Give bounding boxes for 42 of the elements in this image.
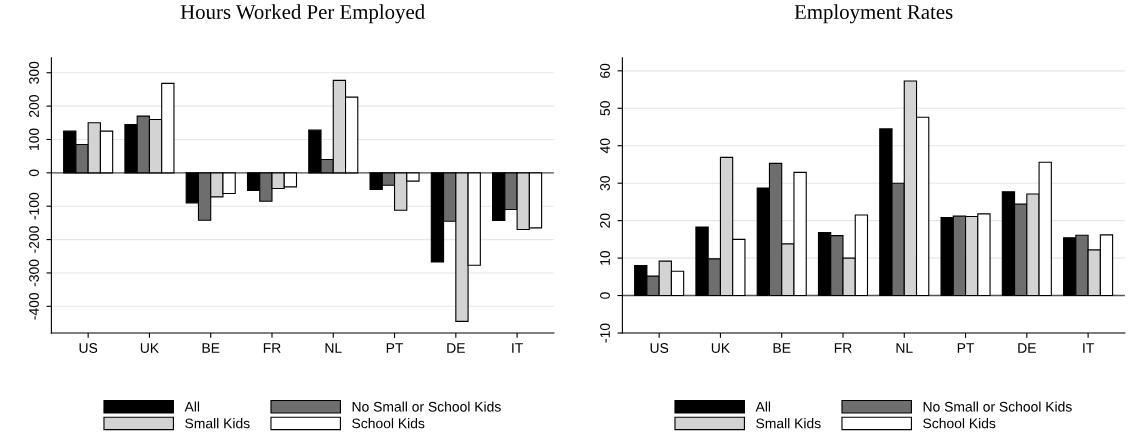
y-tick-label: 100	[29, 128, 39, 150]
x-tick-label: US	[79, 343, 98, 353]
y-tick-label: -100	[29, 192, 39, 220]
y-tick-label: 300	[29, 61, 39, 84]
y-tick-label: -300	[29, 259, 39, 287]
legend-label: All	[184, 401, 200, 412]
x-tick-label: UK	[711, 343, 730, 353]
y-tick-label: 0	[29, 169, 39, 177]
y-tick-label: -200	[29, 226, 39, 253]
x-tick-label: FR	[834, 343, 852, 353]
x-tick-label: US	[650, 343, 669, 353]
chart-title: Hours Worked Per Employed	[180, 4, 425, 24]
legend-label: No Small or School Kids	[352, 401, 501, 412]
legend-label: School Kids	[923, 418, 996, 429]
chart-title: Employment Rates	[794, 4, 953, 24]
legend-label: Small Kids	[185, 418, 250, 429]
x-tick-label: IT	[512, 343, 523, 353]
y-tick-label: 60	[600, 63, 610, 78]
x-tick-label: PT	[957, 343, 975, 353]
legend-label: All	[755, 401, 771, 412]
y-tick-label: 50	[600, 101, 610, 116]
x-tick-label: NL	[325, 343, 342, 353]
legend-label: No Small or School Kids	[923, 401, 1072, 412]
y-tick-label: 200	[29, 95, 39, 117]
legend-label: School Kids	[352, 418, 425, 429]
x-tick-label: BE	[202, 343, 220, 353]
y-tick-label: 0	[600, 292, 610, 299]
y-tick-label: 40	[600, 138, 610, 154]
x-tick-label: BE	[773, 343, 791, 353]
y-tick-label: 10	[600, 250, 610, 265]
x-tick-label: UK	[140, 343, 159, 353]
y-tick-label: -400	[29, 292, 39, 320]
x-tick-label: NL	[896, 343, 913, 353]
x-tick-label: IT	[1083, 343, 1094, 353]
y-tick-label: -10	[600, 323, 610, 343]
y-tick-label: 30	[600, 176, 610, 191]
legend-label: Small Kids	[756, 418, 821, 429]
x-tick-label: FR	[263, 343, 281, 353]
x-tick-label: PT	[386, 343, 404, 353]
y-tick-label: 20	[600, 213, 610, 228]
x-tick-label: DE	[1018, 343, 1036, 353]
x-tick-label: DE	[447, 343, 465, 353]
